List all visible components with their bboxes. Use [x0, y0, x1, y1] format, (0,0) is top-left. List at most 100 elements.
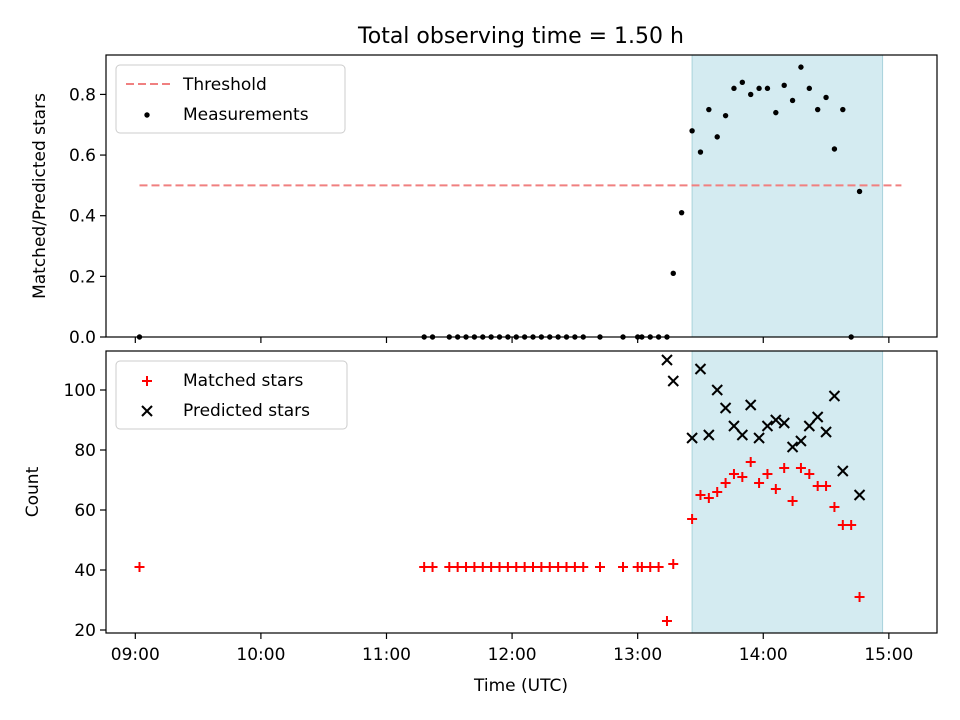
predicted-star-point [820, 426, 832, 438]
matched-star-point [779, 463, 790, 473]
x-tick-label: 13:00 [613, 645, 662, 665]
predicted-star-point [686, 432, 698, 444]
predicted-star-point [711, 384, 723, 396]
bottom-x-ticks: 09:00 10:00 11:00 12:00 13:00 14:00 15:00 [111, 633, 913, 665]
measurement-point [781, 82, 787, 89]
matched-star-point [770, 484, 781, 494]
x-tick-label: 11:00 [362, 645, 411, 665]
matched-star-point [846, 520, 857, 530]
predicted-star-point [753, 432, 765, 444]
matched-star-point [444, 562, 455, 572]
matched-star-point [787, 496, 798, 506]
y-tick-label: 80 [74, 441, 96, 461]
bottom-plot-frame [105, 350, 938, 634]
predicted-star-point [778, 417, 790, 429]
matched-star-point [821, 481, 832, 491]
matched-star-point [536, 562, 547, 572]
matched-star-point [618, 562, 629, 572]
y-tick-label: 0.2 [69, 267, 96, 287]
matched-star-point [569, 562, 580, 572]
matched-star-point [653, 562, 664, 572]
predicted-star-point [828, 390, 841, 402]
figure-title: Total observing time = 1.50 h [357, 24, 684, 49]
top-legend: Threshold Measurements [115, 64, 346, 134]
measurement-point [814, 106, 821, 113]
matched-star-point [762, 469, 773, 479]
legend-predicted-marker [141, 405, 153, 417]
bottom-y-axis-label: Count [23, 466, 43, 517]
measurement-point [840, 106, 846, 113]
matched-star-point [712, 487, 723, 497]
matched-star-point [804, 469, 815, 479]
matched-star-point [754, 478, 765, 488]
matched-star-point [728, 469, 739, 479]
measurement-point [706, 106, 712, 113]
matched-star-point [477, 562, 488, 572]
predicted-star-point [786, 441, 799, 453]
predicted-star-point [736, 429, 749, 441]
predicted-star-point [811, 411, 824, 423]
matched-star-point [636, 562, 647, 572]
measurement-point [764, 85, 771, 92]
legend-predicted-swatch [141, 405, 153, 417]
top-shaded-interval [691, 54, 884, 338]
matched-star-point [511, 562, 522, 572]
bottom-legend: Matched stars Predicted stars [115, 360, 348, 430]
matched-star-point [553, 562, 564, 572]
predicted-star-point [837, 465, 849, 477]
matched-star-point [737, 472, 748, 482]
measurement-point [831, 146, 838, 152]
matched-star-point [703, 493, 714, 503]
matched-star-point [502, 562, 513, 572]
top-y-axis-label: Matched/Predicted stars [30, 93, 50, 299]
bottom-y-ticks: 20 40 60 80 100 [64, 381, 106, 641]
x-tick-label: 14:00 [739, 645, 788, 665]
measurement-point [722, 112, 729, 119]
matched-star-point [486, 562, 497, 572]
matched-star-point [494, 562, 505, 572]
bottom-panel: 20 40 60 80 100 09:00 10:00 11:00 12:00 13:00 14:… [23, 350, 938, 696]
legend-matched-label: Matched stars [183, 371, 303, 391]
bottom-points-layer [134, 354, 866, 626]
y-tick-label: 40 [74, 561, 96, 581]
y-tick-label: 0.6 [69, 146, 96, 166]
matched-star-point [854, 592, 865, 602]
top-legend-frame [115, 64, 346, 134]
matched-star-point [661, 616, 672, 626]
predicted-star-point [728, 420, 740, 432]
y-tick-label: 0.4 [69, 207, 96, 227]
bottom-legend-frame [115, 360, 348, 430]
measurement-point [773, 109, 779, 116]
matched-star-point [837, 520, 848, 530]
x-axis-label: Time (UTC) [473, 676, 568, 696]
predicted-star-point [661, 354, 673, 366]
matched-star-point [795, 463, 806, 473]
matched-star-point [687, 514, 698, 524]
predicted-star-point [703, 429, 715, 441]
matched-star-point [829, 502, 840, 512]
measurement-point [798, 64, 804, 70]
matched-star-point [134, 562, 145, 572]
matched-star-point [452, 562, 463, 572]
matched-star-point [519, 562, 530, 572]
top-plot-frame [105, 54, 938, 338]
measurement-point [714, 134, 720, 140]
x-tick-label: 09:00 [111, 645, 160, 665]
measurement-point [748, 91, 754, 98]
matched-star-point [645, 562, 656, 572]
predicted-star-point [803, 420, 816, 432]
predicted-star-point [761, 420, 774, 432]
measurement-point [689, 128, 695, 134]
predicted-star-point [694, 363, 707, 375]
y-tick-label: 60 [74, 501, 96, 521]
predicted-star-point [719, 402, 732, 414]
predicted-star-point [744, 399, 757, 411]
measurement-point [731, 85, 737, 92]
matched-star-point [419, 562, 430, 572]
y-tick-label: 20 [74, 621, 96, 641]
measurement-point [739, 79, 746, 85]
matched-star-point [461, 562, 472, 572]
top-panel: 0.00.20.40.60.8 Matched/Predicted stars … [30, 54, 938, 348]
matched-star-point [469, 562, 480, 572]
